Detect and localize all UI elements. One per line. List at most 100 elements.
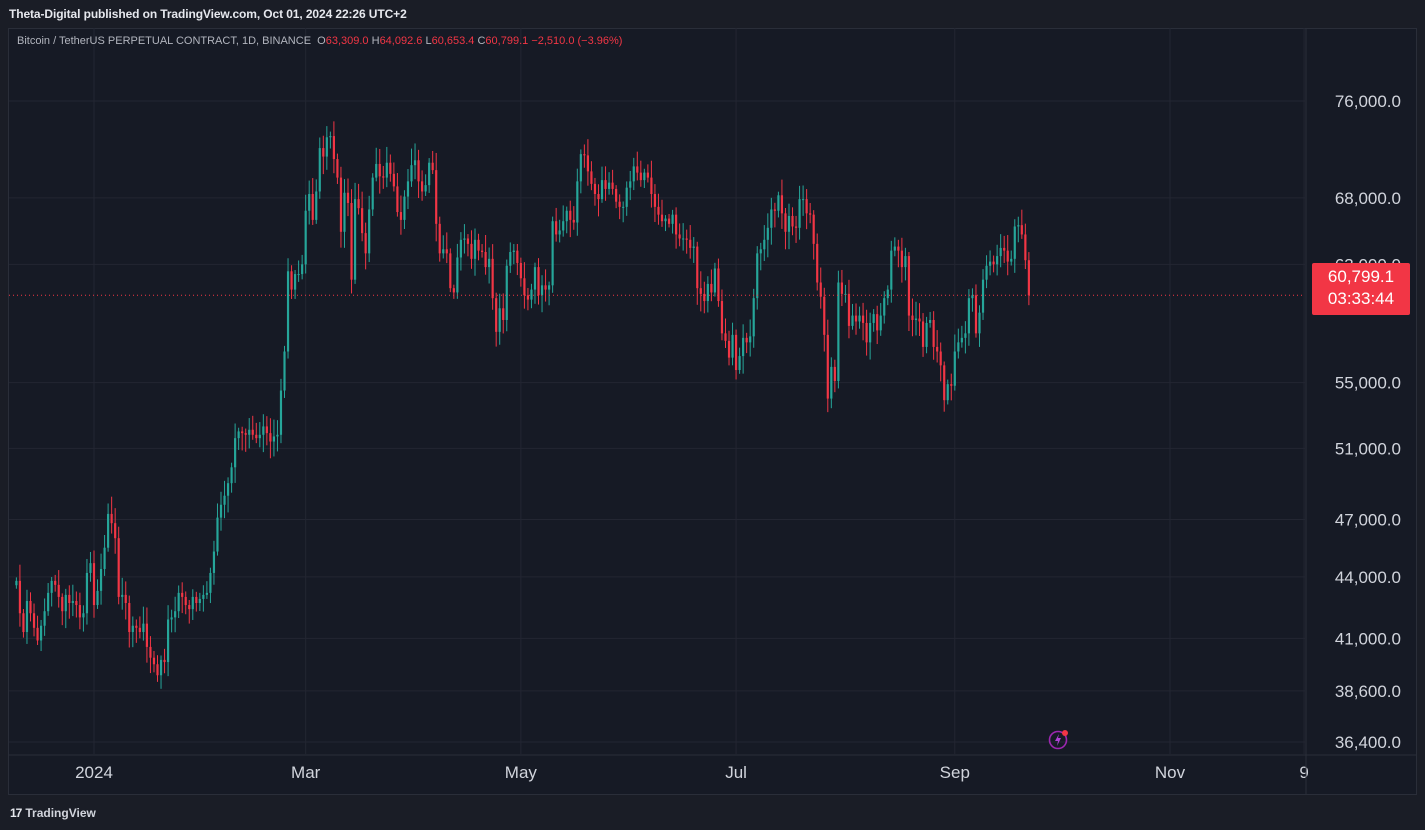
candle-body [466, 238, 470, 244]
candle-body [78, 605, 81, 618]
candle-body [188, 605, 191, 610]
candle-body [911, 315, 914, 320]
candle-body [805, 199, 808, 214]
last-price-label: 60,799.1 03:33:44 [1312, 263, 1410, 315]
candle-body [921, 321, 925, 347]
candle-body [138, 627, 141, 633]
candle-body [156, 664, 159, 676]
candle-body [794, 226, 798, 228]
tradingview-brand[interactable]: 17 TradingView [10, 806, 96, 820]
candle-body [512, 250, 515, 252]
candle-body [107, 513, 110, 548]
candle-body [406, 181, 410, 197]
candle-body [159, 659, 163, 676]
candle-body [505, 265, 508, 320]
publish-header: Theta-Digital published on TradingView.c… [0, 0, 1425, 28]
candle-body [463, 238, 466, 240]
chart-frame[interactable] [8, 28, 1417, 795]
candle-body [1006, 250, 1009, 262]
candle-body [773, 209, 776, 211]
candle-body [191, 596, 194, 610]
high-label: H [371, 35, 380, 47]
close-label: C [477, 35, 486, 47]
candle-body [75, 600, 78, 606]
candle-body [840, 282, 844, 294]
candle-body [869, 322, 872, 343]
candle-body [15, 580, 18, 586]
candle-body [403, 196, 406, 220]
candle-body [85, 572, 89, 614]
candle-body [480, 250, 484, 252]
candle-body [844, 293, 847, 295]
candle-body [696, 246, 699, 289]
candle-body [329, 136, 332, 138]
open-value: 63,309.0 [325, 35, 369, 47]
candle-body [682, 238, 685, 240]
candle-countdown: 03:33:44 [1327, 289, 1395, 308]
x-tick-label: Jul [725, 763, 747, 782]
candle-body [170, 617, 173, 620]
candle-body [445, 249, 448, 254]
candle-body [442, 249, 445, 254]
candle-body [752, 298, 755, 337]
candle-body [957, 342, 960, 352]
candle-body [604, 180, 607, 189]
candle-body [435, 170, 438, 224]
candle-body [195, 596, 198, 604]
candle-body [71, 600, 74, 604]
candle-body [932, 319, 935, 347]
candle-body [92, 563, 96, 606]
candle-body [241, 431, 244, 434]
symbol-name[interactable]: Bitcoin / TetherUS PERPETUAL CONTRACT, 1… [17, 35, 312, 47]
candle-body [851, 315, 854, 326]
candle-body [234, 438, 237, 468]
candle-body [985, 265, 988, 280]
candle-body [936, 346, 939, 352]
y-tick-label: 51,000.0 [1335, 439, 1401, 458]
candle-body [375, 163, 378, 178]
candle-body [981, 279, 985, 313]
candle-body [339, 177, 343, 232]
x-tick-label: Sep [940, 763, 970, 782]
lightning-icon[interactable] [1048, 728, 1070, 750]
candle-body [36, 627, 39, 641]
y-tick-label: 38,600.0 [1335, 682, 1401, 701]
candle-body [325, 137, 328, 157]
candle-body [569, 210, 572, 220]
candle-body [456, 257, 459, 293]
candle-body [615, 188, 618, 202]
last-price-value: 60,799.1 [1327, 267, 1395, 286]
candle-body [579, 154, 582, 182]
candle-body [971, 295, 974, 299]
candle-body [586, 155, 589, 172]
candle-body [745, 337, 748, 343]
candle-body [897, 246, 900, 251]
candle-body [823, 296, 826, 335]
candle-body [484, 251, 487, 268]
candle-body [145, 623, 149, 647]
candle-body [438, 223, 441, 254]
candle-body [798, 199, 801, 228]
candle-body [734, 334, 738, 371]
candle-body [308, 194, 311, 211]
candle-body [639, 172, 642, 181]
candle-body [89, 563, 92, 573]
candle-body [886, 289, 889, 299]
candle-body [364, 233, 367, 254]
candle-body [540, 285, 544, 296]
candle-body [625, 187, 628, 207]
candle-body [692, 246, 695, 248]
candle-body [114, 523, 117, 539]
candle-body [473, 239, 477, 259]
candle-body [978, 312, 981, 334]
candle-body [960, 337, 963, 343]
candle-body [685, 238, 688, 240]
candle-body [675, 214, 678, 235]
change-value: −2,510.0 (−3.96%) [531, 35, 623, 47]
candle-body [248, 429, 251, 435]
candle-body [749, 336, 752, 343]
candle-body [413, 160, 417, 166]
candle-body [533, 267, 537, 290]
x-tick-label: May [505, 763, 538, 782]
